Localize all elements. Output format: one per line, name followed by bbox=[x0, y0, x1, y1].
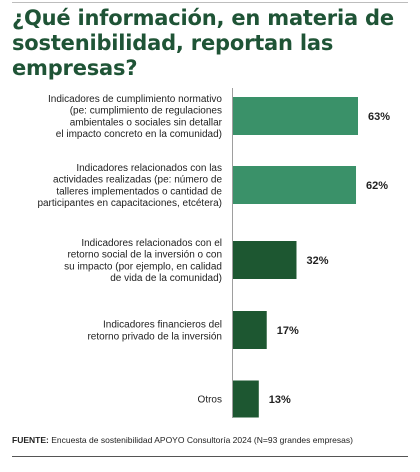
category-label-line: el impacto concreto en la comunidad) bbox=[56, 129, 222, 140]
category-label-line: Indicadores financieros del bbox=[103, 320, 222, 331]
bar-1 bbox=[233, 97, 358, 135]
source-label: FUENTE: bbox=[12, 435, 49, 445]
category-label-line: participantes en capacitaciones, etcéter… bbox=[37, 198, 222, 209]
category-label-3: Indicadores relacionados con el retorno s… bbox=[64, 238, 222, 284]
value-label-2: 62% bbox=[366, 180, 388, 192]
category-label-line: (pe: cumplimiento de regulaciones bbox=[70, 106, 222, 117]
category-label-line: actividades realizadas (pe: número de bbox=[53, 175, 222, 186]
category-label-line: Indicadores relacionados con el bbox=[81, 238, 222, 249]
category-label-line: Indicadores relacionados con las bbox=[76, 163, 222, 174]
chart-title: ¿Qué información, en materia de sostenib… bbox=[12, 6, 394, 80]
category-label-5: Otros bbox=[198, 395, 222, 406]
source-text: Encuesta de sostenibilidad APOYO Consult… bbox=[51, 435, 353, 445]
category-label-4: Indicadores financieros del retorno priva… bbox=[87, 320, 222, 343]
category-label-line: Otros bbox=[198, 395, 222, 406]
category-label-line: ambientales o sociales sin detallar bbox=[70, 117, 223, 128]
top-divider bbox=[12, 2, 408, 3]
bar-2 bbox=[233, 166, 357, 204]
bottom-divider bbox=[12, 456, 408, 457]
category-label-line: talleres implementados o cantidad de bbox=[56, 186, 222, 197]
category-label-line: de vida de la comunidad) bbox=[110, 273, 222, 284]
bar-4 bbox=[233, 311, 267, 349]
value-label-1: 63% bbox=[368, 111, 390, 123]
value-label-4: 17% bbox=[277, 325, 299, 337]
bar-3 bbox=[233, 241, 297, 279]
category-label-line: retorno social de la inversión o con bbox=[67, 250, 222, 261]
category-label-line: su impacto (por ejemplo, en calidad bbox=[64, 261, 222, 272]
category-label-1: Indicadores de cumplimiento normativo (pe… bbox=[48, 94, 223, 140]
category-label-2: Indicadores relacionados con las activida… bbox=[37, 163, 222, 209]
category-label-line: Indicadores de cumplimiento normativo bbox=[48, 94, 222, 105]
value-label-5: 13% bbox=[269, 394, 291, 406]
source-note: FUENTE: Encuesta de sostenibilidad APOYO… bbox=[12, 435, 412, 445]
category-label-line: retorno privado de la inversión bbox=[87, 331, 222, 342]
bar-5 bbox=[233, 380, 259, 418]
value-label-3: 32% bbox=[306, 255, 328, 267]
